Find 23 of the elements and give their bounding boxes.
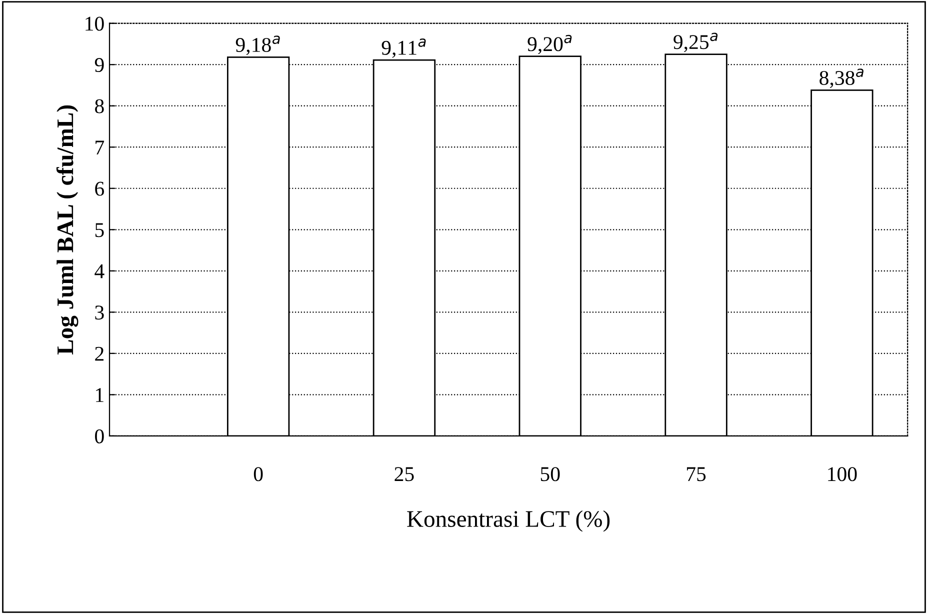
x-tick-label: 25 (394, 467, 414, 482)
y-axis-title: Log Juml BAL ( cfu/mL) (56, 105, 78, 355)
y-tick-label: 7 (96, 140, 104, 154)
y-tick-label: 9 (94, 58, 104, 72)
y-tick-label: 0 (95, 429, 104, 444)
y-tick-label: 10 (86, 16, 104, 31)
x-tick-label: 0 (254, 467, 263, 482)
y-tick-label: 8 (95, 99, 104, 114)
x-tick-label: 75 (686, 467, 706, 482)
y-tick-label: 5 (95, 223, 104, 238)
data-label: 9,25$^{a}$ (674, 32, 718, 52)
y-tick-label: 6 (95, 182, 104, 196)
x-axis-title: Konsentrasi LCT (%) (407, 510, 610, 532)
x-tick-label: 50 (540, 467, 560, 482)
x-tick-label: 100 (828, 467, 857, 482)
y-tick-label: 1 (96, 388, 104, 402)
data-label: 9,20$^{a}$ (528, 34, 572, 54)
data-label: 9,11$^{a}$ (382, 38, 426, 58)
y-tick-label: 2 (95, 346, 104, 361)
data-label: 9,18$^{a}$ (236, 36, 280, 55)
y-tick-label: 4 (94, 264, 104, 278)
data-label: 8,38$^{a}$ (820, 68, 864, 88)
y-tick-label: 3 (95, 306, 104, 320)
